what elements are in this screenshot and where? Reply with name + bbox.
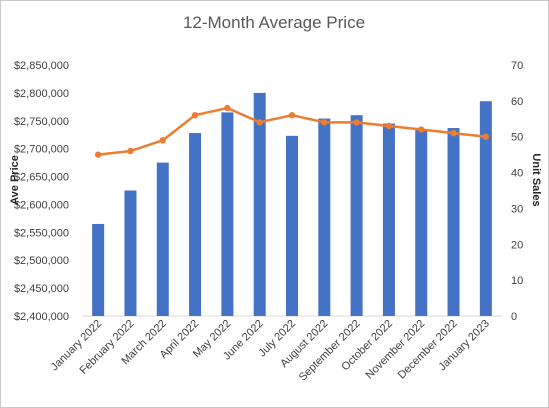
price-bar <box>318 118 331 317</box>
right-tick-label: 50 <box>511 132 523 144</box>
left-tick-label: $2,450,000 <box>14 283 69 295</box>
y2-axis-title: Unit Sales <box>530 153 542 206</box>
unit-sales-point <box>256 119 263 126</box>
left-tick-label: $2,850,000 <box>14 60 69 72</box>
left-tick-label: $2,650,000 <box>14 172 69 184</box>
left-tick-label: $2,800,000 <box>14 88 69 100</box>
price-bar <box>447 128 460 316</box>
unit-sales-point <box>321 119 328 126</box>
right-tick-label: 10 <box>511 275 523 287</box>
price-bar <box>350 115 363 316</box>
left-tick-label: $2,750,000 <box>14 116 69 128</box>
price-bar <box>382 123 395 316</box>
unit-sales-point <box>159 137 166 144</box>
unit-sales-point <box>482 133 490 140</box>
y-axis-title: Ave Price <box>9 155 21 205</box>
unit-sales-point <box>450 129 457 137</box>
right-tick-label: 60 <box>511 96 523 108</box>
price-bar <box>286 135 298 316</box>
unit-sales-point <box>385 122 393 130</box>
right-tick-label: 40 <box>511 168 523 180</box>
unit-sales-point <box>224 104 231 112</box>
right-tick-label: 30 <box>511 203 523 215</box>
unit-sales-point <box>418 126 425 133</box>
price-bar <box>415 129 428 316</box>
left-tick-label: $2,400,000 <box>14 311 69 323</box>
left-tick-label: $2,550,000 <box>14 227 69 239</box>
right-axis-ticks: 0 10 20 30 40 50 60 70 <box>511 60 523 323</box>
right-tick-label: 20 <box>511 239 523 251</box>
chart-title: 12-Month Average Price <box>183 13 365 32</box>
unit-sales-points <box>94 104 490 158</box>
unit-sales-point <box>288 112 296 119</box>
left-tick-label: $2,600,000 <box>14 199 69 211</box>
left-tick-label: $2,500,000 <box>14 255 69 267</box>
price-bar <box>189 133 202 316</box>
unit-sales-point <box>94 151 102 158</box>
right-tick-label: 70 <box>511 60 523 72</box>
price-bar <box>479 101 492 316</box>
price-bar <box>221 112 234 317</box>
price-bar <box>253 92 266 316</box>
left-axis-ticks: $2,400,000 $2,450,000 $2,500,000 $2,550,000… <box>14 60 69 323</box>
right-tick-label: 0 <box>511 311 517 323</box>
price-bar <box>156 162 169 316</box>
category-label: November 2022 <box>364 318 428 382</box>
left-tick-label: $2,700,000 <box>14 144 69 156</box>
price-bar <box>92 223 105 316</box>
category-label: December 2022 <box>396 318 460 382</box>
bar-series <box>92 92 492 317</box>
unit-sales-point <box>191 112 199 119</box>
price-bar <box>124 190 137 316</box>
unit-sales-point <box>353 119 360 126</box>
unit-sales-point <box>127 147 134 155</box>
